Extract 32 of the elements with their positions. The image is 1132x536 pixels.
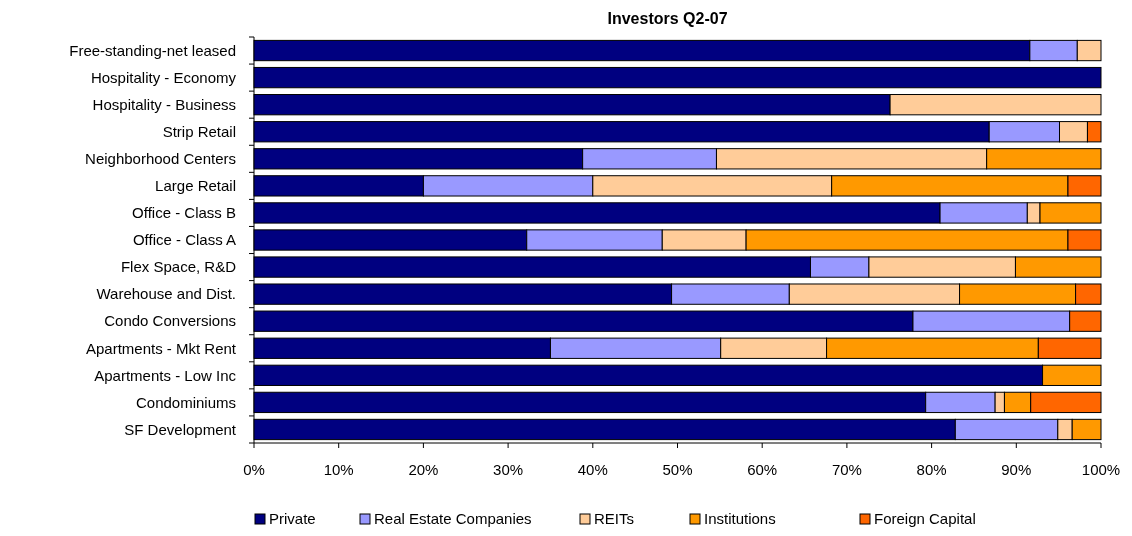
y-tick-label: Strip Retail xyxy=(162,122,236,140)
y-tick-label: Hospitality - Economy xyxy=(90,68,237,86)
chart-title: Investors Q2-07 xyxy=(607,10,728,27)
y-tick-label: Flex Space, R&D xyxy=(120,258,237,276)
y-tick-label: Condo Conversions xyxy=(104,312,236,330)
y-tick-label: Neighborhood Centers xyxy=(85,150,236,168)
y-tick-label: Warehouse and Dist. xyxy=(96,285,236,303)
x-tick-label: 40% xyxy=(577,461,608,478)
y-tick-label: Apartments - Mkt Rent xyxy=(85,339,237,357)
legend-label: REITs xyxy=(594,510,635,527)
x-tick-label: 0% xyxy=(243,461,265,478)
y-tick-label: Free-standing-net leased xyxy=(69,41,236,59)
y-tick-label: SF Development xyxy=(124,420,237,438)
y-tick-label: Hospitality - Business xyxy=(92,95,236,113)
x-tick-label: 20% xyxy=(408,461,439,478)
y-tick-label: Condominiums xyxy=(135,393,236,411)
x-tick-label: 60% xyxy=(747,461,778,478)
legend-label: Foreign Capital xyxy=(874,510,976,527)
x-tick-label: 30% xyxy=(493,461,524,478)
x-tick-label: 70% xyxy=(831,461,862,478)
y-tick-label: Office - Class A xyxy=(132,231,236,249)
x-tick-label: 50% xyxy=(662,461,693,478)
x-tick-label: 100% xyxy=(1081,461,1121,478)
y-tick-label: Large Retail xyxy=(155,177,236,195)
x-tick-label: 10% xyxy=(323,461,354,478)
legend-label: Private xyxy=(269,510,316,527)
legend-label: Institutions xyxy=(704,510,776,527)
legend-label: Real Estate Companies xyxy=(374,510,532,527)
y-tick-label: Apartments - Low Inc xyxy=(94,366,237,384)
x-tick-label: 90% xyxy=(1001,461,1032,478)
y-tick-label: Office - Class B xyxy=(132,204,236,222)
x-tick-label: 80% xyxy=(916,461,947,478)
